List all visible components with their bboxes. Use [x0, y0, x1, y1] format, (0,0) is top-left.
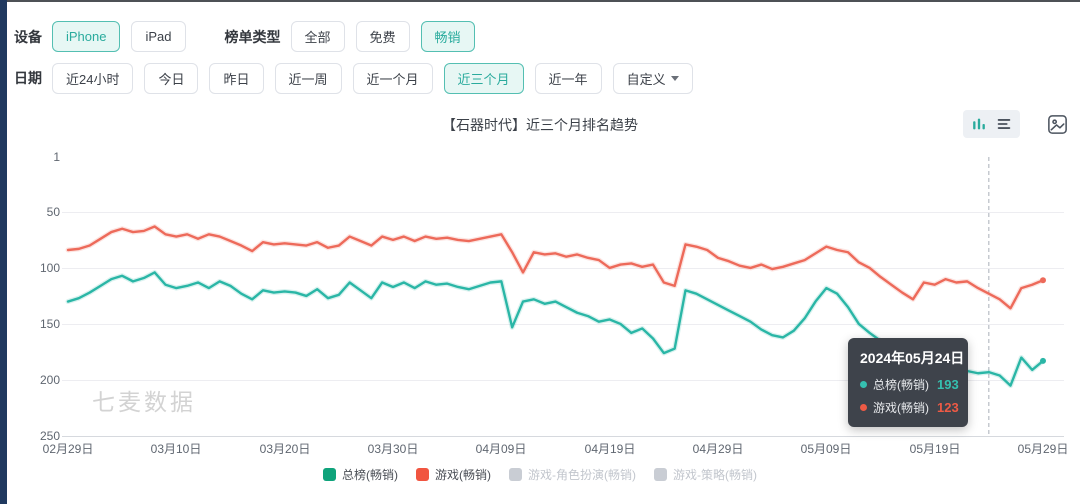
legend-swatch-icon [416, 468, 429, 481]
gridline [62, 268, 1064, 269]
x-axis-label: 03月30日 [367, 442, 419, 456]
device-filter-label: 设备 [14, 28, 42, 45]
date-option-month[interactable]: 近一个月 [352, 62, 433, 94]
tooltip-series-name: 总榜(畅销) [873, 378, 929, 392]
legend-label: 游戏-角色扮演(畅销) [528, 468, 636, 482]
legend-label: 游戏-策略(畅销) [673, 468, 757, 482]
device-option-iphone[interactable]: iPhone [52, 21, 121, 52]
rank-type-filter-label: 榜单类型 [224, 28, 281, 45]
date-option-custom[interactable]: 自定义 [612, 62, 693, 94]
date-option-yesterday[interactable]: 昨日 [209, 62, 264, 94]
tooltip-series-value: 193 [937, 377, 959, 392]
x-axis-line [62, 436, 1064, 437]
x-axis-label: 03月20日 [259, 442, 311, 456]
chart-type-toggle[interactable] [963, 110, 1020, 138]
y-axis-label: 200 [39, 373, 60, 387]
device-filter-row: 设备 iPhone iPad 榜单类型 全部 免费 畅销 [14, 21, 486, 52]
device-option-ipad[interactable]: iPad [131, 21, 186, 52]
date-option-24h[interactable]: 近24小时 [52, 62, 134, 94]
y-axis-label: 250 [39, 429, 60, 443]
qimai-watermark: 七麦数据 [92, 389, 196, 415]
date-option-3months[interactable]: 近三个月 [443, 62, 524, 94]
window-left-edge [0, 0, 7, 504]
series-dot-icon [860, 381, 867, 388]
chart-toolbar [963, 110, 1080, 138]
x-axis-label: 05月29日 [1017, 442, 1069, 456]
tooltip-row: 总榜(畅销) 193 [860, 376, 959, 393]
chart-legend: 总榜(畅销) 游戏(畅销) 游戏-角色扮演(畅销) 游戏-策略(畅销) [0, 466, 1080, 483]
legend-item-rpg-grossing[interactable]: 游戏-角色扮演(畅销) [509, 466, 636, 483]
date-filter-row: 日期 近24小时 今日 昨日 近一周 近一个月 近三个月 近一年 自定义 [14, 62, 704, 94]
date-option-custom-label: 自定义 [626, 71, 666, 87]
y-axis-label: 50 [46, 205, 60, 219]
rank-trend-chart-area: 1 50 100 150 200 250 七麦数据 02月29日 03月10日 … [0, 145, 1080, 456]
date-option-today[interactable]: 今日 [144, 62, 199, 94]
chart-tooltip: 2024年05月24日 总榜(畅销) 193 游戏(畅销) 123 [848, 338, 968, 427]
legend-item-total-grossing[interactable]: 总榜(畅销) [323, 466, 398, 483]
legend-label: 游戏(畅销) [435, 468, 491, 482]
legend-label: 总榜(畅销) [342, 468, 398, 482]
rank-type-option-grossing[interactable]: 畅销 [420, 21, 475, 52]
rank-type-option-all[interactable]: 全部 [290, 21, 345, 52]
tooltip-series-value: 123 [937, 400, 959, 415]
date-filter-label: 日期 [14, 70, 42, 86]
date-option-week[interactable]: 近一周 [274, 62, 342, 94]
date-option-year[interactable]: 近一年 [534, 62, 602, 94]
gridline [62, 324, 1064, 325]
x-axis-label: 05月19日 [909, 442, 961, 456]
x-axis-label: 05月09日 [800, 442, 852, 456]
x-axis-label: 04月19日 [584, 442, 636, 456]
list-view-icon[interactable] [995, 115, 1013, 133]
chevron-down-icon [670, 75, 679, 81]
y-axis-label: 1 [53, 150, 60, 164]
tooltip-row: 游戏(畅销) 123 [860, 399, 959, 416]
legend-swatch-icon [654, 468, 667, 481]
legend-swatch-icon [323, 468, 336, 481]
gridline [62, 212, 1064, 213]
legend-item-games-grossing[interactable]: 游戏(畅销) [416, 466, 491, 483]
legend-item-strategy-grossing[interactable]: 游戏-策略(畅销) [654, 466, 757, 483]
gridline [62, 380, 1064, 381]
bar-chart-icon[interactable] [970, 115, 988, 133]
legend-swatch-icon [509, 468, 522, 481]
chart-title: 【石器时代】近三个月排名趋势 [442, 117, 638, 133]
export-image-icon[interactable] [1046, 113, 1069, 136]
y-axis-label: 150 [39, 317, 60, 331]
series-dot-icon [860, 404, 867, 411]
x-axis-label: 04月29日 [692, 442, 744, 456]
window-top-edge [0, 0, 1080, 2]
x-axis-label: 02月29日 [42, 442, 94, 456]
x-axis-label: 03月10日 [150, 442, 202, 456]
rank-type-option-free[interactable]: 免费 [355, 21, 410, 52]
tooltip-series-name: 游戏(畅销) [873, 401, 929, 415]
x-axis-label: 04月09日 [475, 442, 527, 456]
tooltip-date: 2024年05月24日 [860, 350, 965, 366]
y-axis-label: 100 [39, 261, 60, 275]
